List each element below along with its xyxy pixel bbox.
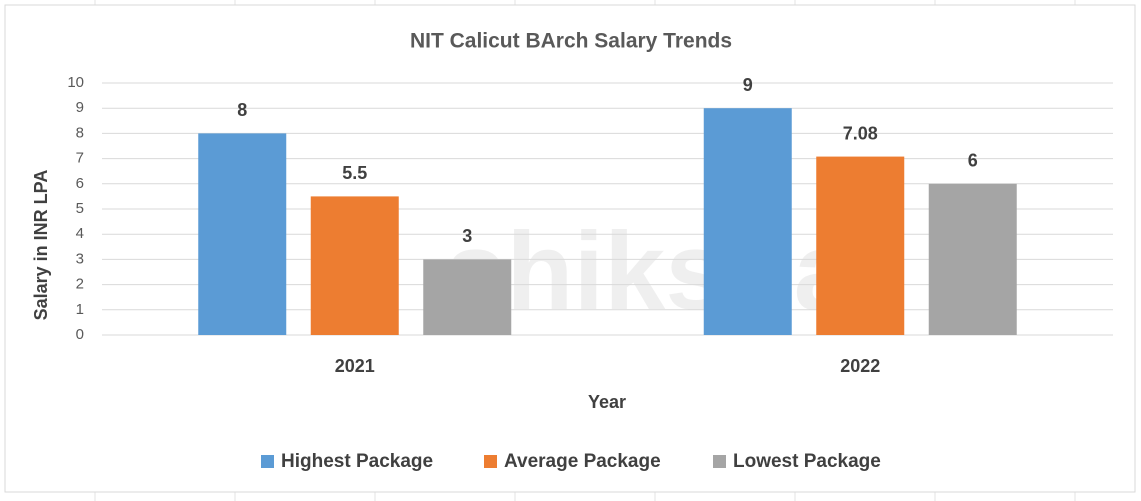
y-axis-label: Salary in INR LPA: [31, 170, 51, 321]
bar: [816, 156, 905, 335]
legend-label: Average Package: [504, 451, 661, 472]
y-tick-label: 5: [76, 200, 84, 217]
legend-swatch: [713, 455, 726, 468]
legend-swatch: [484, 455, 497, 468]
data-label: 7.08: [843, 123, 878, 143]
data-label: 9: [743, 75, 753, 95]
bar: [423, 259, 512, 335]
x-tick-label: 2021: [335, 356, 375, 376]
legend-swatch: [261, 455, 274, 468]
chart-title: NIT Calicut BArch Salary Trends: [410, 30, 732, 53]
bar: [310, 196, 399, 335]
legend-label: Highest Package: [281, 451, 433, 472]
bar: [928, 183, 1017, 335]
y-tick-label: 1: [76, 301, 84, 318]
y-tick-label: 8: [76, 124, 84, 141]
y-tick-label: 7: [76, 150, 84, 167]
y-tick-label: 2: [76, 276, 84, 293]
bar: [198, 133, 287, 335]
y-tick-label: 9: [76, 99, 84, 116]
data-label: 5.5: [342, 163, 367, 183]
x-tick-label: 2022: [840, 356, 880, 376]
data-label: 3: [462, 226, 472, 246]
y-tick-label: 4: [76, 225, 84, 242]
y-tick-label: 0: [76, 326, 84, 343]
data-label: 6: [968, 151, 978, 171]
x-axis-label: Year: [588, 392, 626, 412]
y-tick-label: 6: [76, 175, 84, 192]
y-tick-label: 10: [67, 74, 84, 91]
legend-label: Lowest Package: [733, 451, 881, 472]
data-label: 8: [237, 100, 247, 120]
bar: [703, 108, 792, 335]
y-tick-label: 3: [76, 250, 84, 267]
